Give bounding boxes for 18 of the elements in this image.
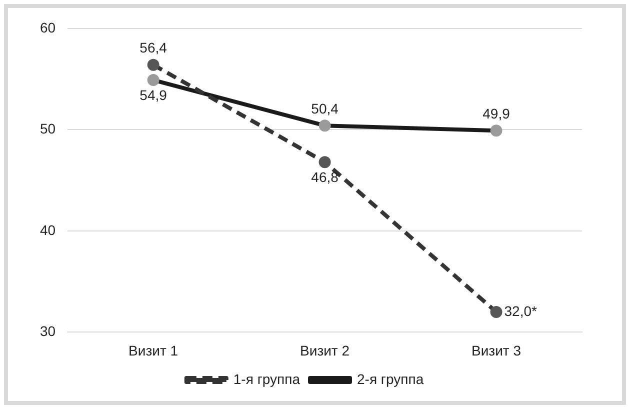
x-tick-label: Визит 1 [128, 342, 178, 358]
y-tick-label: 40 [40, 222, 56, 238]
legend-label: 2-я группа [357, 370, 424, 387]
y-tick-label: 50 [40, 120, 56, 137]
data-label: 49,9 [482, 106, 510, 122]
data-label: 46,8 [311, 168, 339, 185]
data-label: 56,4 [140, 40, 168, 56]
point [318, 156, 331, 168]
point [490, 306, 502, 318]
legend-label: 1-я группа [233, 370, 300, 387]
data-label: 50,4 [311, 100, 339, 116]
data-label: 32,0* [504, 302, 538, 319]
x-tick-label: Визит 2 [300, 342, 350, 358]
point [147, 58, 160, 71]
y-tick-label: 60 [40, 19, 56, 36]
data-label: 54,9 [140, 86, 168, 103]
x-tick-label: Визит 3 [472, 342, 522, 358]
y-tick-label: 30 [40, 323, 56, 340]
